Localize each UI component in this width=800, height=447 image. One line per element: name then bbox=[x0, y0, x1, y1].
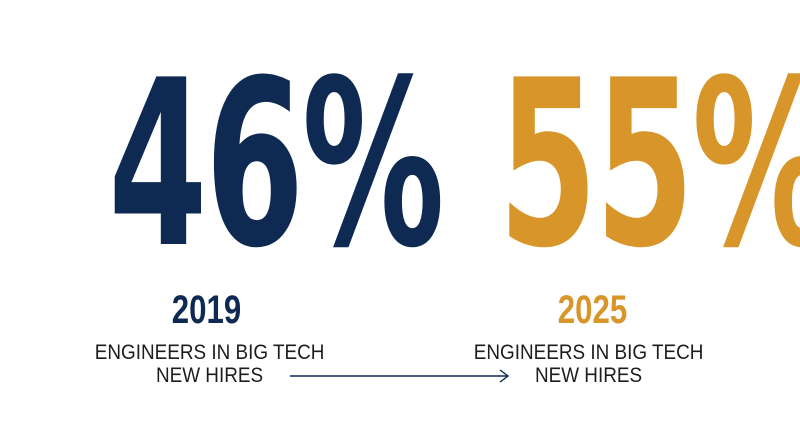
arrow-right-icon bbox=[290, 369, 510, 383]
stat-2025: 55% 2025 ENGINEERS IN BIG TECH NEW HIRES bbox=[400, 0, 800, 447]
description-line-1: ENGINEERS IN BIG TECH bbox=[95, 341, 325, 364]
year-label: 2019 bbox=[171, 288, 241, 332]
year-label: 2025 bbox=[557, 288, 627, 332]
stat-2019: 46% 2019 ENGINEERS IN BIG TECH NEW HIRES bbox=[95, 51, 445, 388]
description-line-1: ENGINEERS IN BIG TECH bbox=[474, 341, 704, 364]
description-line-2: NEW HIRES bbox=[156, 364, 264, 387]
description-line-2: NEW HIRES bbox=[535, 364, 643, 387]
percent-value: 55% bbox=[498, 32, 800, 299]
percent-value: 46% bbox=[108, 32, 444, 299]
